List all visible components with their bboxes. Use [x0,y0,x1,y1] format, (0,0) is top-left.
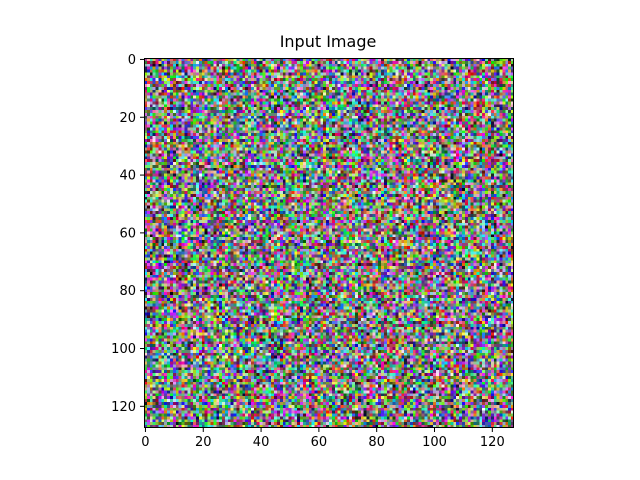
x-tick-label: 40 [253,435,270,450]
y-tick-label: 40 [119,169,136,184]
y-tick-label: 20 [119,111,136,126]
y-tick-label: 120 [111,400,136,415]
x-tick-label: 100 [422,435,447,450]
x-tick-label: 0 [141,435,149,450]
y-tick-label: 60 [119,226,136,241]
chart-title: Input Image [279,32,377,51]
x-tick-label: 20 [195,435,212,450]
x-tick-label: 80 [368,435,385,450]
y-tick-label: 80 [119,284,136,299]
image-heatmap [144,58,514,428]
y-tick-label: 0 [128,53,136,68]
y-tick-label: 100 [111,342,136,357]
x-tick-label: 120 [480,435,505,450]
x-tick-label: 60 [311,435,328,450]
